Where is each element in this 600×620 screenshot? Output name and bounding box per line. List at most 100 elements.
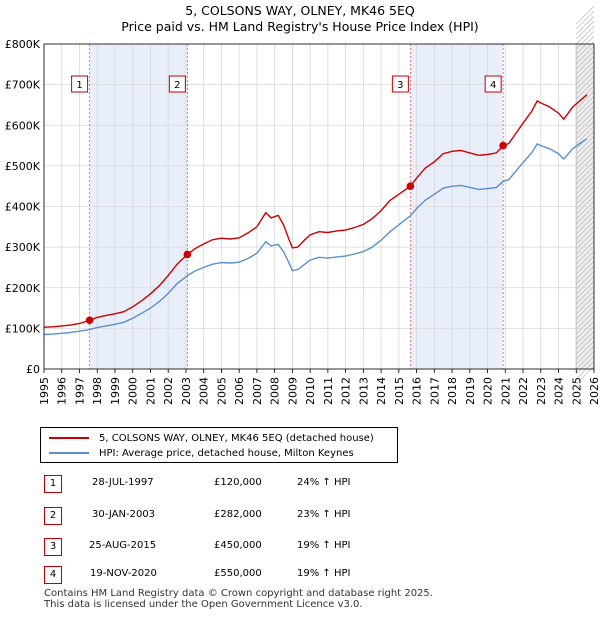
legend-swatch-property	[49, 437, 89, 439]
forecast-hatch	[576, 331, 595, 350]
forecast-hatch	[576, 326, 595, 345]
legend-item-property: 5, COLSONS WAY, OLNEY, MK46 5EQ (detache…	[49, 431, 374, 445]
forecast-hatch	[576, 211, 595, 230]
forecast-hatch	[576, 281, 595, 300]
forecast-hatch	[576, 351, 595, 370]
x-tick-label: 2007	[251, 377, 264, 405]
forecast-hatch	[576, 161, 595, 180]
forecast-hatch	[576, 321, 595, 340]
x-tick-label: 2017	[428, 377, 441, 405]
forecast-hatch	[576, 316, 595, 335]
x-tick-label: 1999	[109, 377, 122, 405]
forecast-hatch	[576, 246, 595, 265]
transaction-hpi: 24% ↑ HPI	[297, 477, 351, 488]
y-tick-label: £600K	[5, 119, 41, 132]
transaction-marker-2	[183, 250, 192, 259]
forecast-hatch	[576, 51, 595, 70]
forecast-hatch	[576, 171, 595, 190]
transaction-number: 4	[44, 566, 62, 584]
forecast-hatch	[576, 96, 595, 115]
forecast-hatch	[576, 21, 595, 40]
transaction-price: £450,000	[214, 540, 262, 551]
forecast-hatch	[576, 111, 595, 130]
transaction-date: 19-NOV-2020	[90, 568, 157, 579]
transaction-label-box-1	[71, 75, 89, 93]
forecast-hatch	[576, 296, 595, 315]
transaction-price: £120,000	[214, 477, 262, 488]
y-tick-label: £700K	[5, 79, 41, 92]
x-tick-label: 2003	[180, 377, 193, 405]
forecast-hatch	[576, 71, 595, 90]
x-tick-label: 2009	[286, 377, 299, 405]
footer-copyright: Contains HM Land Registry data © Crown c…	[44, 588, 433, 599]
x-tick-label: 2021	[499, 377, 512, 405]
forecast-hatch	[576, 336, 595, 355]
x-tick-label: 2001	[144, 377, 157, 405]
x-tick-label: 2025	[570, 377, 583, 405]
x-tick-label: 2002	[162, 377, 175, 405]
transaction-label-box-4	[484, 75, 502, 93]
forecast-hatch	[576, 16, 595, 35]
forecast-hatch	[576, 226, 595, 245]
forecast-hatch	[576, 221, 595, 240]
transaction-label-2: 2	[174, 80, 180, 91]
x-tick-label: 2008	[269, 377, 282, 405]
transaction-number: 2	[44, 507, 62, 525]
x-tick-label: 2006	[233, 377, 246, 405]
forecast-hatch	[576, 356, 595, 375]
x-tick-label: 2020	[482, 377, 495, 405]
forecast-hatch	[576, 176, 595, 195]
forecast-hatch	[576, 136, 595, 155]
y-tick-label: £0	[26, 363, 40, 376]
series-line-property	[43, 94, 588, 328]
y-tick-label: £800K	[5, 38, 41, 51]
forecast-hatch	[576, 56, 595, 75]
forecast-hatch	[576, 181, 595, 200]
x-tick-label: 2013	[357, 377, 370, 405]
x-tick-label: 2012	[340, 377, 353, 405]
forecast-hatch	[576, 206, 595, 225]
transaction-label-box-2	[168, 75, 186, 93]
forecast-hatch	[576, 121, 595, 140]
legend-label-property: 5, COLSONS WAY, OLNEY, MK46 5EQ (detache…	[99, 432, 374, 444]
forecast-hatch	[576, 101, 595, 120]
forecast-hatch	[576, 306, 595, 325]
forecast-hatch	[576, 231, 595, 250]
x-tick-label: 2015	[393, 377, 406, 405]
transaction-label-1: 1	[76, 80, 82, 91]
forecast-hatch	[576, 301, 595, 320]
transaction-marker-4	[499, 141, 507, 150]
transaction-date: 28-JUL-1997	[92, 477, 154, 488]
forecast-hatch	[576, 46, 595, 65]
transaction-label-box-3	[391, 75, 409, 93]
forecast-hatch	[576, 251, 595, 270]
forecast-hatch	[576, 276, 595, 295]
forecast-hatch	[576, 191, 595, 210]
x-tick-label: 1998	[91, 377, 104, 405]
transaction-label-4: 4	[490, 80, 496, 91]
forecast-hatch	[576, 186, 595, 205]
forecast-hatch	[576, 261, 595, 280]
transaction-hpi: 19% ↑ HPI	[297, 540, 351, 551]
forecast-hatch	[576, 61, 595, 80]
y-tick-label: £400K	[5, 201, 41, 214]
forecast-hatch	[576, 241, 595, 260]
transaction-number: 3	[44, 538, 62, 556]
x-tick-label: 1996	[56, 377, 69, 405]
forecast-hatch	[576, 286, 595, 305]
forecast-hatch	[576, 81, 595, 100]
forecast-hatch	[576, 11, 595, 30]
legend-item-hpi: HPI: Average price, detached house, Milt…	[49, 446, 354, 460]
forecast-hatch	[576, 271, 595, 290]
forecast-hatch	[576, 141, 595, 160]
price-chart: £0 £100K £200K £300K £400K £500K £600K £700K £80…	[5, 6, 600, 405]
transaction-marker-1	[85, 316, 94, 325]
forecast-hatch	[576, 91, 595, 110]
forecast-hatch	[576, 6, 595, 25]
footer: Contains HM Land Registry data © Crown c…	[44, 588, 433, 610]
transaction-hpi: 23% ↑ HPI	[297, 509, 351, 520]
y-tick-label: £500K	[5, 160, 41, 173]
y-tick-label: £100K	[5, 322, 41, 335]
x-tick-label: 2018	[446, 377, 459, 405]
chart-subtitle: Price paid vs. HM Land Registry's House …	[121, 19, 479, 34]
